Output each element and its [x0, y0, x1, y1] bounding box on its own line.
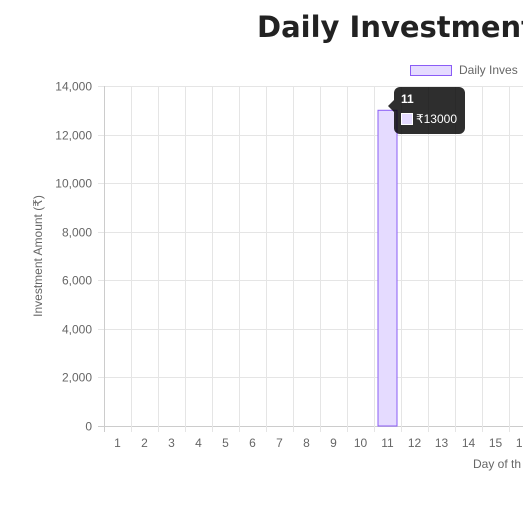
legend[interactable]: Daily Inves [410, 63, 518, 77]
x-tick-label: 4 [195, 436, 202, 450]
tooltip-row: ₹13000 [401, 112, 458, 126]
x-tick-label: 2 [141, 436, 148, 450]
x-tick-label: 14 [462, 436, 476, 450]
x-tick-label: 10 [354, 436, 368, 450]
tooltip-value: ₹13000 [416, 112, 458, 126]
tooltip-caret [388, 100, 394, 112]
chart-title: Daily Investment [257, 10, 523, 44]
tooltip: 11 ₹13000 [388, 87, 465, 134]
bars [377, 109, 398, 427]
x-tick-label: 8 [303, 436, 310, 450]
grid-lines [98, 86, 523, 432]
x-tick-label: 3 [168, 436, 175, 450]
y-axis-ticks: 0 2,000 4,000 6,000 8,000 10,000 12,000 14,000 [55, 80, 92, 434]
x-tick-label: 13 [435, 436, 449, 450]
y-tick-label: 10,000 [55, 177, 92, 191]
x-tick-label: 9 [330, 436, 337, 450]
y-axis-title: Investment Amount (₹) [31, 195, 45, 317]
legend-swatch [410, 64, 452, 76]
tooltip-swatch [401, 113, 413, 125]
x-tick-label: 1 [114, 436, 121, 450]
legend-label: Daily Inves [459, 63, 518, 77]
y-tick-label: 6,000 [62, 274, 92, 288]
bar [377, 109, 398, 427]
y-tick-label: 12,000 [55, 129, 92, 143]
x-tick-label: 5 [222, 436, 229, 450]
y-tick-label: 0 [85, 420, 92, 434]
x-tick-label: 15 [489, 436, 503, 450]
y-tick-label: 2,000 [62, 371, 92, 385]
x-tick-label: 7 [276, 436, 283, 450]
tooltip-title: 11 [401, 92, 414, 106]
x-tick-label: 6 [249, 436, 256, 450]
x-tick-label: 11 [381, 436, 394, 450]
x-tick-label: 12 [408, 436, 422, 450]
x-tick-label: 16 [516, 436, 523, 450]
x-axis-title: Day of th [473, 457, 521, 471]
y-tick-label: 4,000 [62, 323, 92, 337]
y-tick-label: 14,000 [55, 80, 92, 94]
y-tick-label: 8,000 [62, 226, 92, 240]
x-axis-ticks: 12345678910111213141516 [114, 436, 523, 450]
